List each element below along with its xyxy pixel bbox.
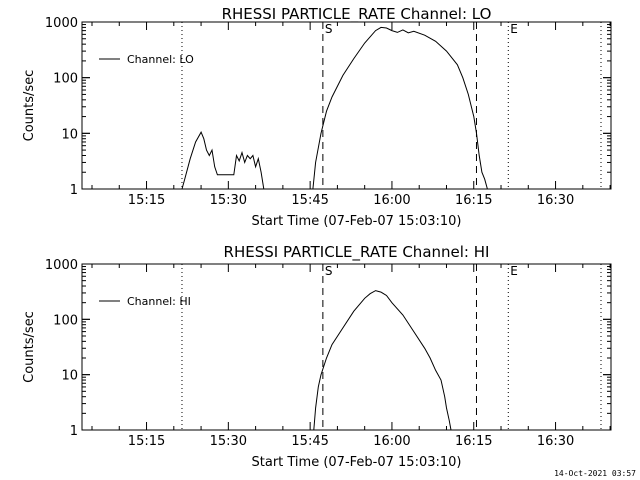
data-series-line	[181, 131, 265, 190]
data-series-line	[312, 26, 488, 190]
x-axis-label: Start Time (07-Feb-07 15:03:10)	[252, 455, 462, 470]
x-tick-label: 15:45	[291, 193, 328, 208]
y-tick-label: 1	[70, 424, 78, 439]
x-tick-label: 15:15	[128, 434, 165, 449]
x-tick-label: 16:15	[455, 434, 492, 449]
y-tick-label: 10	[61, 369, 78, 384]
plot-frame	[81, 21, 612, 190]
legend-label: Channel: HI	[127, 295, 191, 308]
y-tick-label: 1	[70, 183, 78, 198]
x-axis-label: Start Time (07-Feb-07 15:03:10)	[252, 214, 462, 229]
plot-frame	[81, 263, 612, 431]
y-tick-label: 100	[53, 313, 78, 328]
y-axis-label: Counts/sec	[22, 311, 37, 383]
y-tick-label: 1000	[45, 16, 78, 31]
x-tick-label: 15:15	[128, 193, 165, 208]
x-tick-label: 16:15	[455, 193, 492, 208]
x-tick-label: 15:30	[210, 434, 247, 449]
plot-timestamp: 14-Oct-2021 03:57	[554, 469, 636, 478]
x-tick-label: 16:00	[373, 434, 410, 449]
chart-title: RHESSI PARTICLE_RATE Channel: HI	[224, 243, 490, 262]
chart-title: RHESSI PARTICLE_RATE Channel: LO	[222, 5, 492, 24]
y-tick-label: 100	[53, 72, 78, 87]
x-tick-label: 15:30	[210, 193, 247, 208]
data-series-line	[313, 290, 452, 431]
time-marker-label: E	[510, 264, 518, 278]
y-axis-label: Counts/sec	[22, 70, 37, 142]
x-tick-label: 16:30	[537, 434, 574, 449]
time-marker-label: E	[510, 22, 518, 36]
y-tick-label: 1000	[45, 258, 78, 273]
x-tick-label: 15:45	[291, 434, 328, 449]
plot-panel-1	[81, 21, 612, 190]
time-marker-label: S	[325, 264, 333, 278]
time-marker-label: S	[325, 22, 333, 36]
y-tick-label: 10	[61, 127, 78, 142]
x-tick-label: 16:00	[373, 193, 410, 208]
legend-label: Channel: LO	[127, 53, 194, 66]
plot-panel-2	[81, 263, 612, 431]
x-tick-label: 16:30	[537, 193, 574, 208]
